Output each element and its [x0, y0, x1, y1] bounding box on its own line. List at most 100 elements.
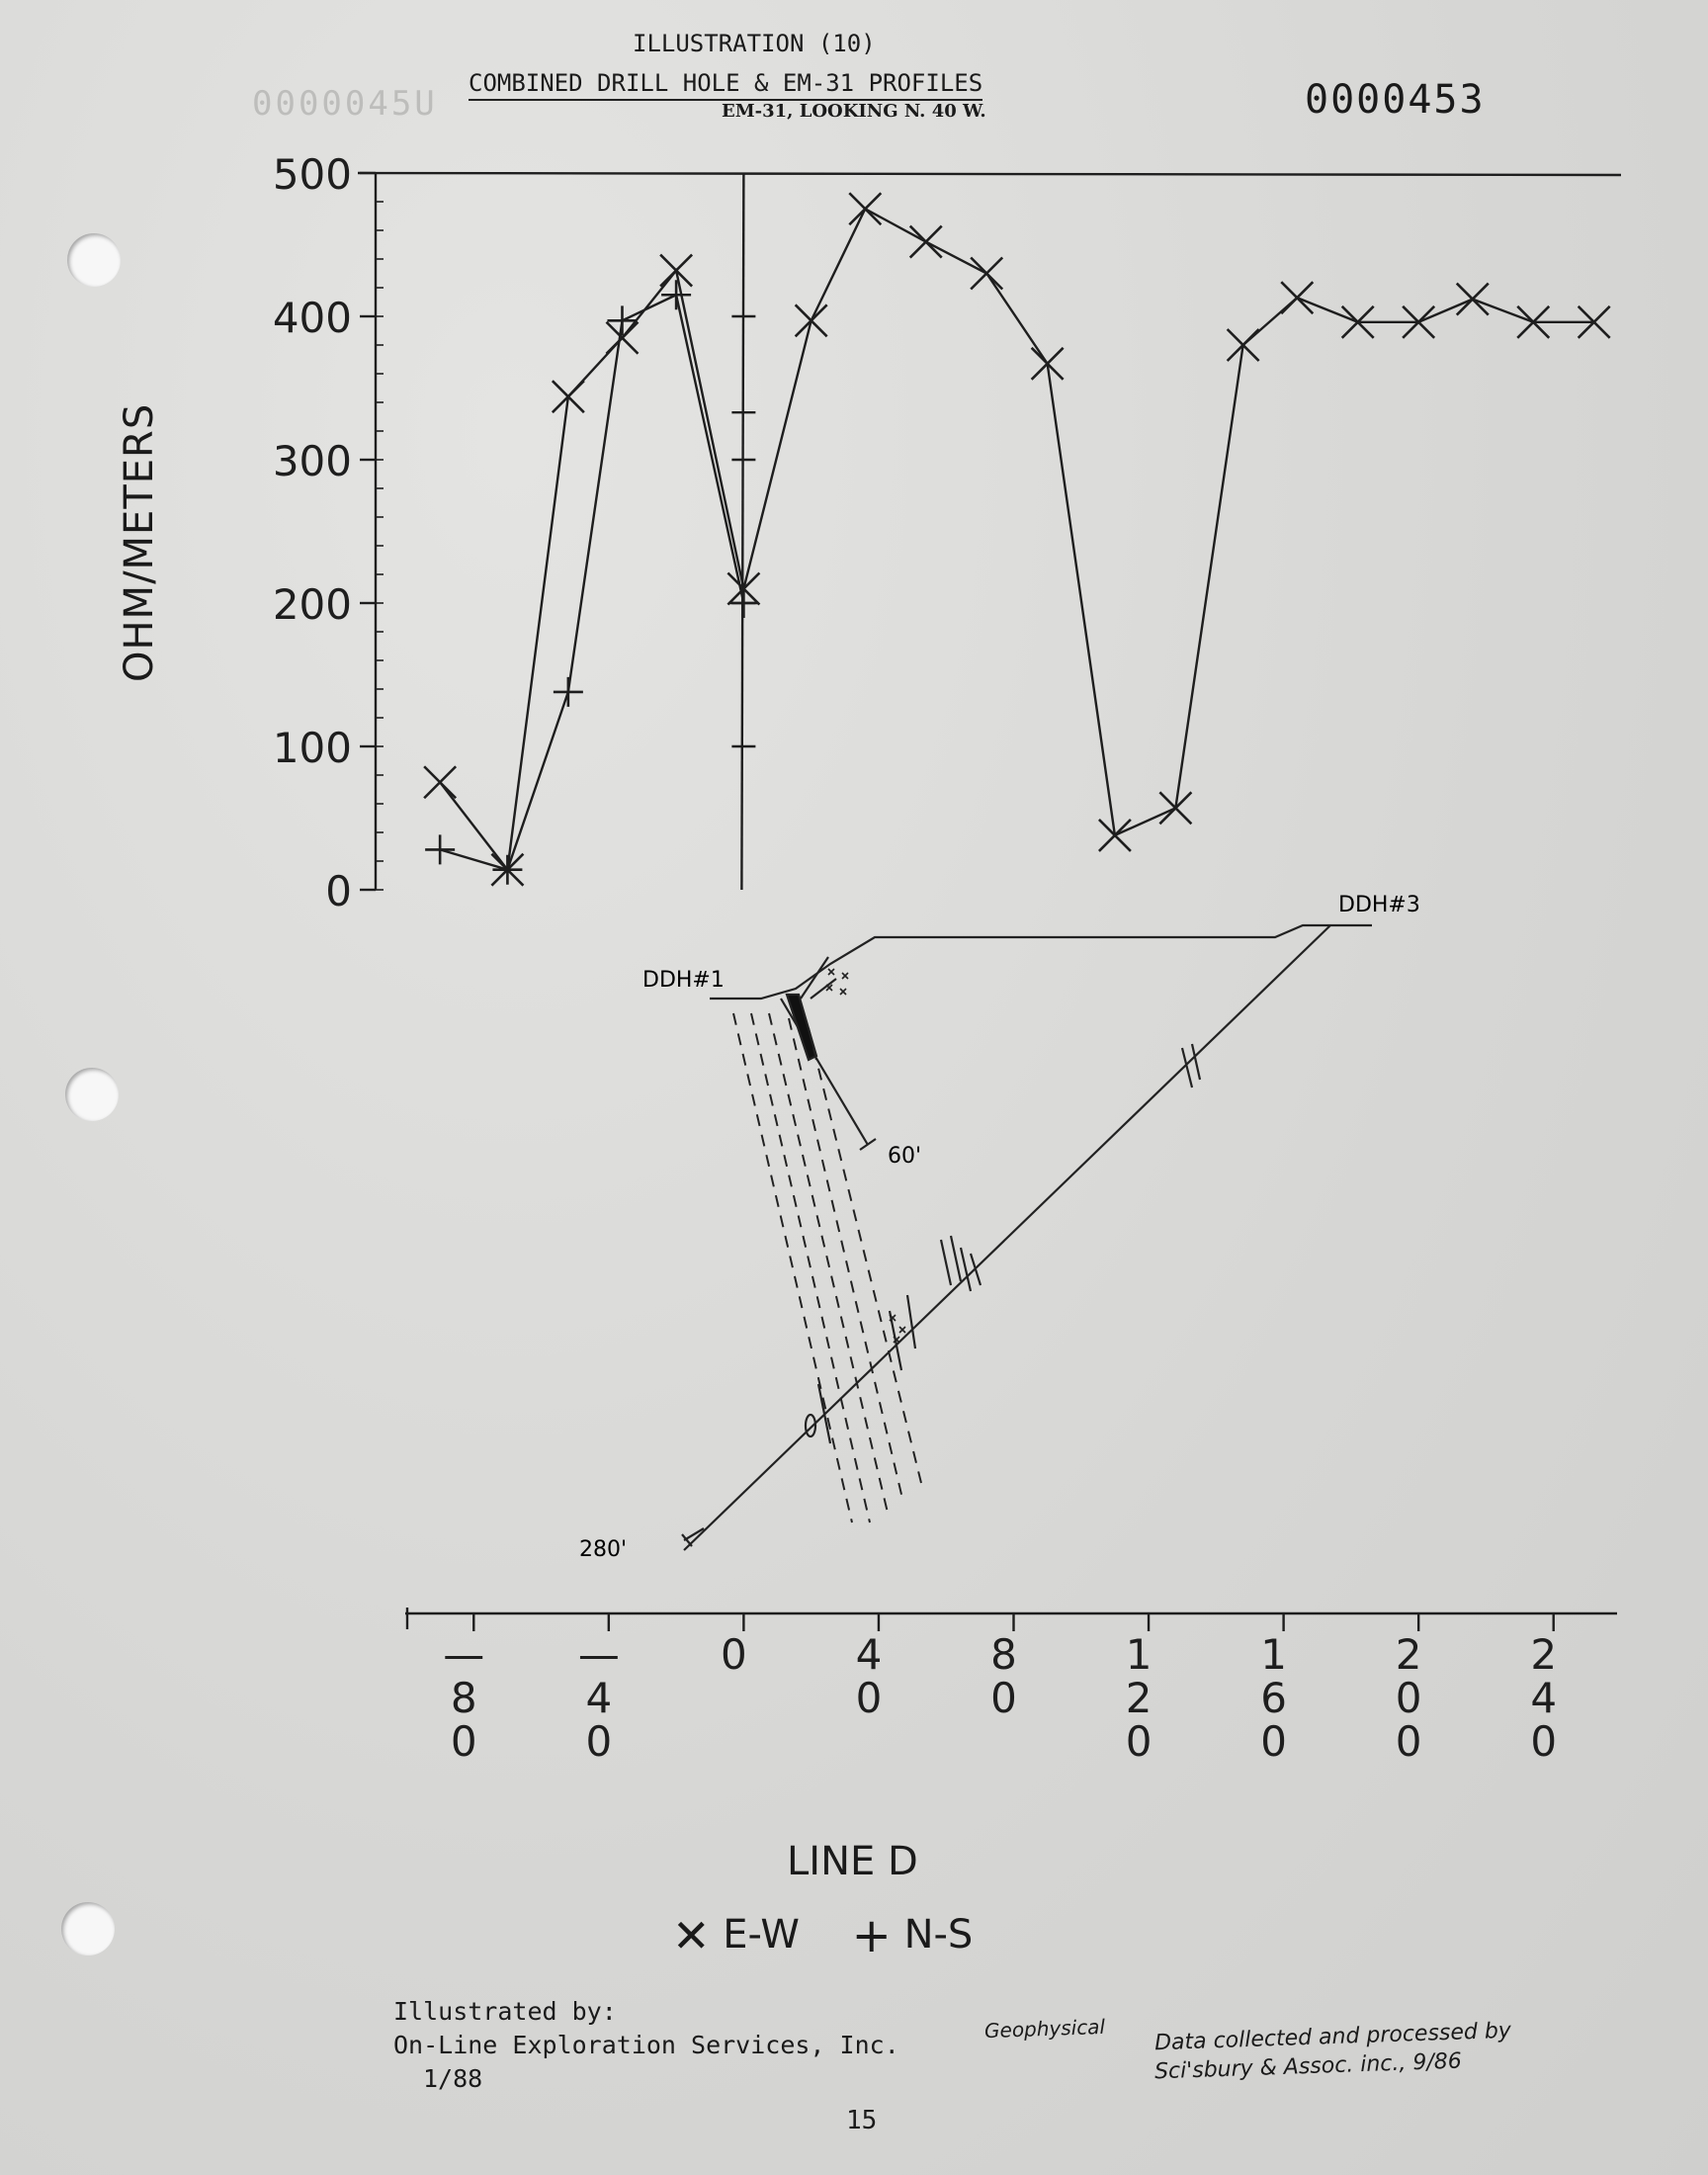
illustrator-company: On-Line Exploration Services, Inc.	[393, 2031, 899, 2059]
depth-60-label: 60'	[888, 1144, 921, 1169]
ns-point	[728, 588, 759, 618]
ddh3-end-tick	[683, 1527, 705, 1541]
chart-axes: 0 100 200 300 400 500	[273, 150, 1622, 915]
x-tick-label: 0	[990, 1674, 1017, 1722]
ew-point	[908, 224, 943, 259]
series-lines	[439, 207, 1594, 873]
x-tick-label: 4	[1530, 1674, 1557, 1722]
series-line-n-s	[439, 293, 745, 872]
legend-ew-label: E-W	[723, 1912, 800, 1958]
x-tick-label: 0	[1396, 1674, 1422, 1722]
x-tick-label: 4	[585, 1674, 612, 1722]
legend-ns-marker: +	[851, 1908, 892, 1963]
x-tick-label: 0	[1530, 1717, 1557, 1766]
ddh3-end-tick2	[681, 1533, 693, 1547]
y-tick-label: 500	[273, 150, 352, 199]
x-tick-label: 0	[585, 1717, 612, 1766]
fault-line-a	[800, 956, 829, 1000]
y-tick-label: 200	[273, 580, 352, 629]
hatch-e	[959, 1247, 973, 1292]
chart-legend: ✕ E-W + N-S	[672, 1908, 973, 1963]
x-tick-label: 0	[451, 1717, 477, 1766]
ghost-document-number: 0000045U	[252, 84, 438, 124]
ns-point	[425, 834, 456, 865]
ns-point	[553, 676, 583, 707]
binder-hole-top	[67, 233, 121, 287]
page-subtitle: EM-31, LOOKING N. 40 W.	[722, 101, 986, 122]
x-tick-label: 2	[1396, 1630, 1422, 1679]
illustration-number: ILLUSTRATION (10)	[633, 30, 876, 57]
cross-marks	[825, 968, 906, 1344]
x-tick-label: 0	[1126, 1717, 1153, 1766]
ew-point	[1280, 281, 1315, 315]
x-tick-label: —	[443, 1630, 484, 1679]
x-tick-label: 2	[1126, 1674, 1153, 1722]
ew-point	[794, 304, 828, 338]
x-tick-label: 0	[1260, 1717, 1287, 1766]
ddh3-hole	[683, 924, 1331, 1551]
fault-line-b	[810, 978, 837, 1000]
y-max-line	[357, 171, 1622, 177]
ew-point	[1577, 304, 1611, 339]
document-number: 0000453	[1305, 77, 1486, 123]
ns-point	[661, 280, 692, 310]
ew-point	[659, 253, 694, 288]
drill-hole-cross-section	[681, 923, 1372, 1551]
y-tick-label: 100	[273, 724, 352, 772]
x-tick-label: 0	[721, 1630, 747, 1679]
x-tick-label: 8	[990, 1630, 1017, 1679]
ew-point	[848, 192, 883, 226]
page-title: COMBINED DRILL HOLE & EM-31 PROFILES	[469, 69, 983, 101]
ew-point	[1402, 304, 1436, 339]
ddh3-label: DDH#3	[1338, 893, 1420, 917]
illustration-date: 1/88	[423, 2064, 483, 2093]
ew-point	[423, 765, 458, 800]
ew-point	[1098, 818, 1132, 852]
y-tick-label: 300	[273, 437, 352, 485]
ew-point	[551, 380, 585, 414]
ew-point	[605, 320, 640, 355]
ew-point	[1455, 282, 1490, 316]
legend-ew-marker: ✕	[672, 1909, 711, 1962]
page-number: 15	[846, 2106, 878, 2135]
ddh1-hole	[780, 998, 869, 1146]
ns-point	[492, 854, 523, 885]
x-tick-label: —	[578, 1630, 620, 1679]
y-tick-label: 400	[273, 294, 352, 342]
x-tick-label: 1	[1260, 1630, 1287, 1679]
x-tick-label: 4	[856, 1630, 883, 1679]
x-tick-label: 2	[1530, 1630, 1557, 1679]
zone-tick-b	[905, 1294, 917, 1349]
lens-marker	[804, 1413, 817, 1438]
hatch-a	[1180, 1047, 1194, 1088]
surface-line	[710, 923, 1372, 1000]
illustrated-by-label: Illustrated by:	[393, 1997, 617, 2026]
ew-point	[1158, 791, 1193, 826]
zone-tick-c	[816, 1383, 832, 1444]
y-tick-label: 0	[325, 867, 352, 915]
ns-point	[607, 305, 638, 336]
hatch-f	[969, 1253, 982, 1286]
sheared-zone-dashes	[732, 1012, 922, 1523]
vein-black	[785, 993, 818, 1062]
x-axis-label: LINE D	[787, 1839, 918, 1884]
hatch-b	[1190, 1043, 1202, 1081]
ew-point	[970, 256, 1004, 291]
ew-point	[1516, 304, 1551, 339]
x-tick-label: 1	[1126, 1630, 1153, 1679]
hatch-c	[939, 1239, 953, 1286]
ew-point	[1340, 304, 1375, 339]
x-tick-label: 0	[856, 1674, 883, 1722]
hatch-d	[949, 1235, 963, 1282]
series-line-e-w	[439, 207, 1594, 873]
ddh1-label: DDH#1	[642, 968, 725, 993]
ew-point	[1226, 328, 1260, 362]
legend-ns-label: N-S	[903, 1912, 974, 1958]
zero-vertical-line	[740, 172, 745, 891]
depth-280-label: 280'	[579, 1537, 627, 1562]
x-tick-label: 8	[451, 1674, 477, 1722]
x-tick-label: 0	[1396, 1717, 1422, 1766]
